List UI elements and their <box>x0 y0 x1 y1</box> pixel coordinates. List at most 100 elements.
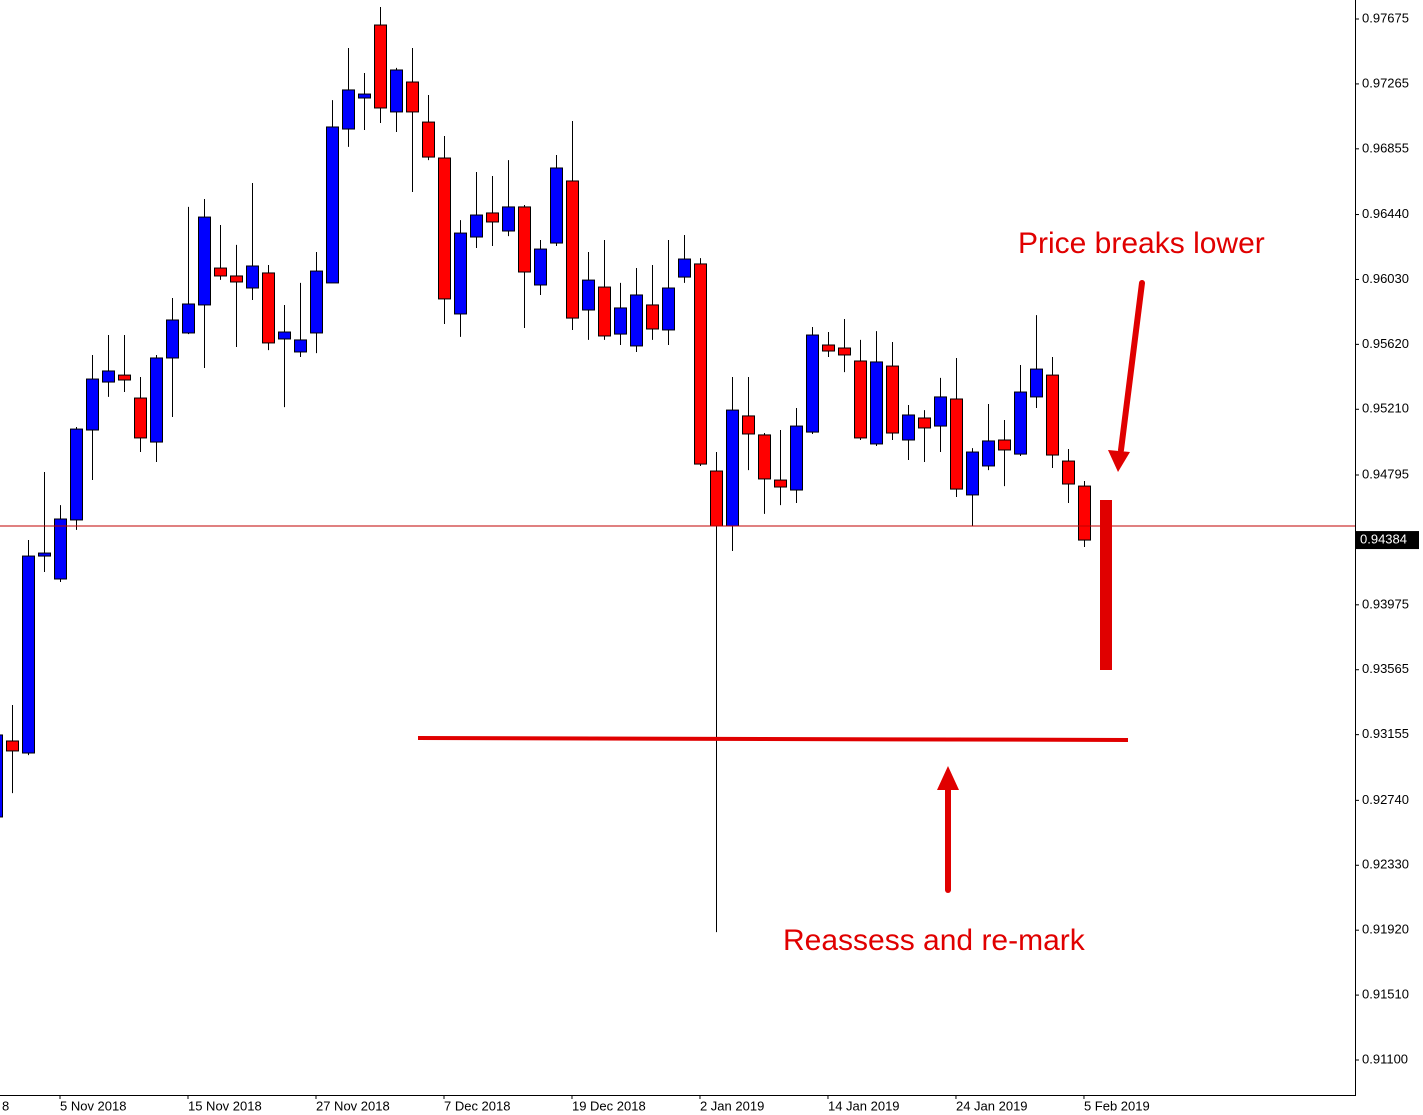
y-tick-label: 0.95620 <box>1362 336 1409 351</box>
candle-body <box>0 734 3 818</box>
candle-body <box>774 479 787 488</box>
candle-body <box>742 415 755 435</box>
candle-body <box>886 365 899 434</box>
candle-body <box>438 157 451 300</box>
candle-body <box>278 331 291 340</box>
candle-body <box>182 303 195 334</box>
candle-body <box>710 470 723 527</box>
last-price-box <box>1356 531 1419 550</box>
candle-body <box>838 347 851 356</box>
y-tick-label: 0.92330 <box>1362 857 1409 872</box>
candle-body <box>390 69 403 113</box>
plot <box>0 6 1091 933</box>
y-tick-label: 0.96855 <box>1362 140 1409 155</box>
candle-body <box>454 232 467 315</box>
candle-body <box>38 552 51 557</box>
y-tick-label: 0.91920 <box>1362 922 1409 937</box>
candle-body <box>1062 460 1075 485</box>
candle-body <box>934 396 947 427</box>
y-tick-label: 0.91510 <box>1362 987 1409 1002</box>
candle-body <box>614 307 627 335</box>
y-tick-label: 0.97265 <box>1362 75 1409 90</box>
candle-body <box>550 167 563 244</box>
last-price-label: 0.94384 <box>1360 531 1407 546</box>
x-tick-label: 14 Jan 2019 <box>828 1098 900 1113</box>
arrow-head <box>937 766 959 790</box>
candle-body <box>582 279 595 311</box>
candle-body <box>70 428 83 521</box>
candle-body <box>166 319 179 359</box>
candle-body <box>1046 374 1059 456</box>
candle-body <box>806 334 819 433</box>
annotation: Price breaks lower <box>1018 227 1265 260</box>
candle-body <box>294 339 307 353</box>
candle-body <box>694 263 707 465</box>
candle-body <box>326 126 339 284</box>
arrow-shaft <box>1118 280 1145 453</box>
candle-body <box>1030 368 1043 398</box>
y-tick-label: 0.91100 <box>1362 1051 1408 1066</box>
candle-body <box>854 360 867 439</box>
candle-body <box>822 344 835 352</box>
annotation: Reassess and re-mark <box>783 924 1086 957</box>
candle-body <box>422 121 435 158</box>
candle-body <box>726 409 739 527</box>
candle-body <box>486 212 499 223</box>
y-tick-label: 0.93565 <box>1362 661 1409 676</box>
y-tick-label: 0.96440 <box>1362 206 1409 221</box>
y-tick-label: 0.93975 <box>1362 596 1409 611</box>
candle-body <box>102 370 115 383</box>
x-tick-label: 2 Jan 2019 <box>700 1098 764 1113</box>
candle-body <box>1014 391 1027 455</box>
candle-body <box>246 265 259 289</box>
y-tick-label: 0.93155 <box>1362 726 1409 741</box>
y-tick-label: 0.97675 <box>1362 10 1409 25</box>
candle-body <box>470 214 483 238</box>
candle-body <box>790 425 803 491</box>
x-tick-label: 5 Nov 2018 <box>60 1098 127 1113</box>
candle-body <box>342 89 355 130</box>
y-tick-label: 0.96030 <box>1362 271 1409 286</box>
candle-body <box>198 216 211 306</box>
y-tick-label: 0.95210 <box>1362 401 1409 416</box>
candle-body <box>230 275 243 283</box>
candle-body <box>118 374 131 381</box>
candle-body <box>1078 485 1091 541</box>
x-tick-label: 27 Nov 2018 <box>316 1098 390 1113</box>
x-tick-label: 8 <box>2 1098 9 1113</box>
candle-body <box>22 555 35 754</box>
candle-body <box>982 440 995 467</box>
candle-body <box>630 294 643 347</box>
x-tick-label: 24 Jan 2019 <box>956 1098 1028 1113</box>
candle-body <box>214 267 227 277</box>
x-tick-label: 19 Dec 2018 <box>572 1098 646 1113</box>
candle-body <box>262 272 275 344</box>
candle-body <box>534 248 547 286</box>
x-tick-label: 5 Feb 2019 <box>1084 1098 1150 1113</box>
candle-body <box>678 258 691 278</box>
candle-body <box>6 740 19 752</box>
candle-body <box>518 206 531 273</box>
candle-body <box>54 518 67 580</box>
candle-body <box>374 24 387 109</box>
candle-body <box>998 439 1011 451</box>
candle-body <box>598 286 611 337</box>
y-tick-label: 0.92740 <box>1362 792 1409 807</box>
candle-body <box>662 287 675 331</box>
candle-body <box>646 304 659 330</box>
candle-body <box>134 397 147 439</box>
arrow-head <box>1108 450 1130 472</box>
candle-body <box>310 270 323 334</box>
projected-candle <box>1100 500 1112 670</box>
target-line <box>417 736 1129 742</box>
y-tick-label: 0.94795 <box>1362 466 1409 481</box>
candle-body <box>86 378 99 431</box>
x-tick-label: 15 Nov 2018 <box>188 1098 262 1113</box>
candle-body <box>406 81 419 113</box>
candle-body <box>966 451 979 496</box>
candle-body <box>870 361 883 445</box>
candle-body <box>358 93 371 99</box>
candle-body <box>758 434 771 480</box>
candle-body <box>902 414 915 441</box>
